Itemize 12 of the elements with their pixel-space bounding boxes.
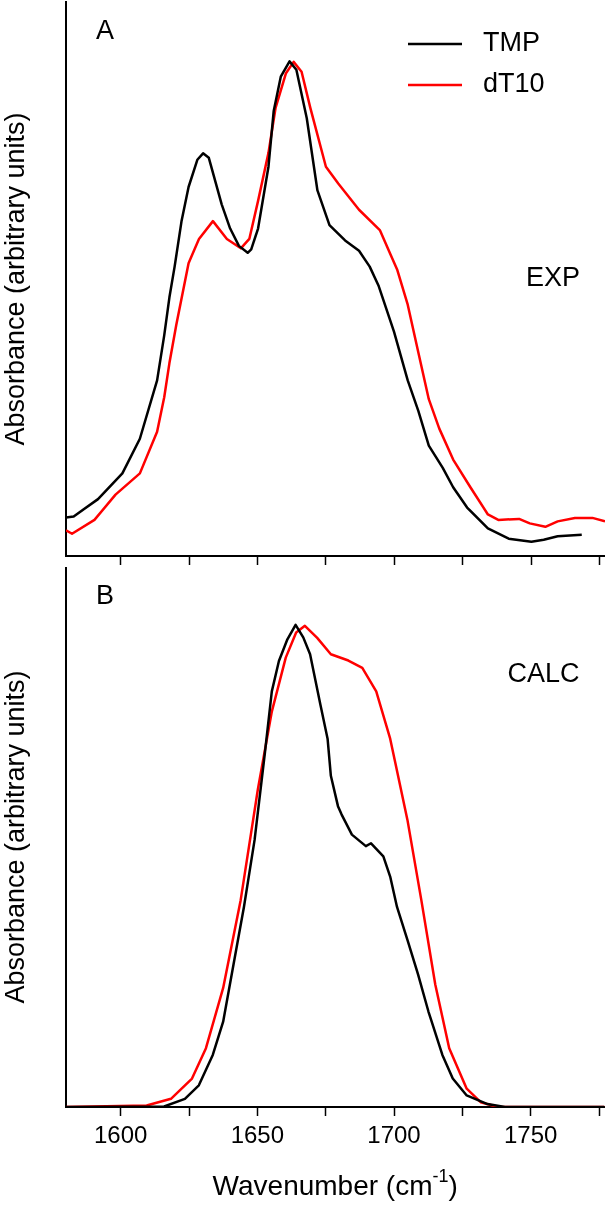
legend-label: TMP [483,27,540,58]
y-axis-title: Absorbance (arbitrary units) [0,112,30,446]
x-tick-label: 1650 [230,1121,285,1149]
annotation: EXP [525,262,580,293]
x-tick-label: 1600 [93,1121,148,1149]
text: B [96,580,115,611]
x-tick-label: 1750 [503,1121,558,1149]
x-tick-label: 1700 [367,1121,421,1149]
y-axis-title: Absorbance (arbitrary units) [0,670,30,1004]
text: A [96,15,115,46]
legend-label: dT10 [483,68,545,99]
annotation: CALC [507,658,580,689]
